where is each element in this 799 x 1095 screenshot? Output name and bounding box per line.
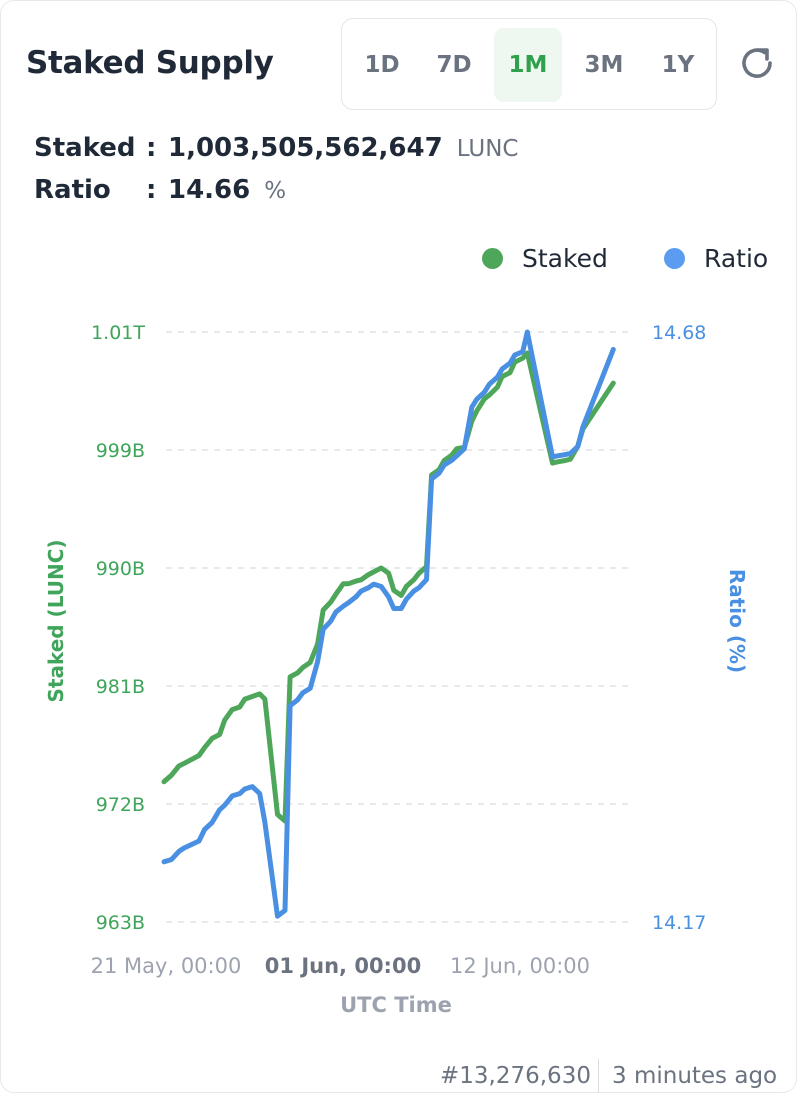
x-tick-label: 12 Jun, 00:00 (450, 954, 590, 978)
right-axis-title: Ratio (%) (725, 569, 749, 673)
left-tick-label: 981B (96, 676, 145, 698)
x-tick-label: 21 May, 00:00 (91, 954, 242, 978)
last-updated: 3 minutes ago (612, 1063, 778, 1089)
refresh-icon[interactable] (737, 43, 777, 83)
left-tick-label: 1.01T (91, 322, 145, 344)
staked-stat-colon: : (146, 133, 157, 163)
block-height: #13,276,630 (440, 1063, 591, 1089)
staked-stat: Staked : 1,003,505,562,647 LUNC (34, 133, 518, 163)
right-tick-label: 14.17 (652, 912, 706, 934)
legend-item-ratio[interactable]: Ratio (664, 244, 768, 273)
footer-divider (598, 1059, 599, 1093)
ratio-legend-dot (664, 248, 685, 269)
left-axis-title: Staked (LUNC) (44, 539, 68, 702)
x-tick-label: 01 Jun, 00:00 (265, 954, 421, 978)
ratio-stat-colon: : (146, 175, 157, 205)
staked-series-line (161, 350, 616, 824)
range-1y-button[interactable]: 1Y (661, 52, 695, 78)
left-tick-label: 963B (96, 912, 145, 934)
ratio-stat-label: Ratio (34, 175, 111, 205)
range-3m-button[interactable]: 3M (584, 52, 624, 78)
staked-stat-unit: LUNC (456, 136, 519, 162)
staked-legend-dot (482, 248, 503, 269)
chart-grid (166, 331, 629, 923)
right-tick-label: 14.68 (652, 322, 706, 344)
range-1d-button[interactable]: 1D (364, 52, 400, 78)
ratio-stat-value: 14.66 (168, 175, 251, 205)
left-tick-label: 990B (96, 558, 145, 580)
range-1m-button[interactable]: 1M (494, 28, 562, 102)
ratio-legend-label: Ratio (704, 244, 769, 273)
staked-stat-value: 1,003,505,562,647 (168, 133, 443, 163)
ratio-stat: Ratio : 14.66 % (34, 175, 286, 205)
ratio-series-line (161, 329, 616, 919)
right-axis-ticks: 14.68 14.17 (652, 322, 706, 934)
ratio-stat-unit: % (264, 178, 287, 204)
range-7d-button[interactable]: 7D (436, 52, 472, 78)
left-tick-label: 972B (96, 794, 145, 816)
staked-legend-label: Staked (522, 244, 608, 273)
left-tick-label: 999B (96, 440, 145, 462)
time-range-selector: 1D 7D 1M 3M 1Y (341, 18, 717, 110)
legend-item-staked[interactable]: Staked (482, 244, 608, 273)
left-axis-ticks: 1.01T 999B 990B 981B 972B 963B (91, 322, 145, 934)
x-axis-title: UTC Time (340, 993, 452, 1017)
staked-stat-label: Staked (34, 133, 136, 163)
card-title: Staked Supply (26, 45, 274, 81)
staked-ratio-chart: 1.01T 999B 990B 981B 972B 963B 14.68 14.17 Sta… (44, 322, 749, 1017)
